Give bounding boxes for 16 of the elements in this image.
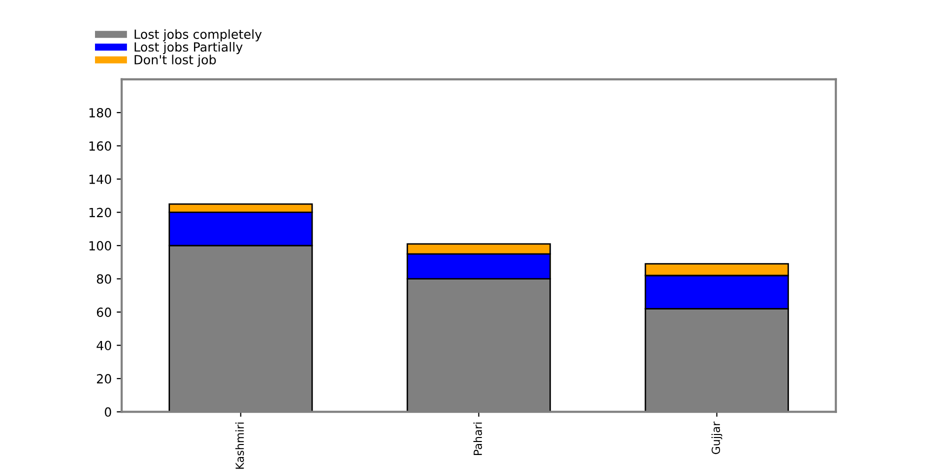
y-tick-label: 180 — [89, 108, 112, 118]
legend-label: Lost jobs Partially — [134, 42, 243, 54]
y-tick-label: 140 — [89, 174, 112, 184]
x-tick-label: Gujjar — [711, 422, 722, 454]
legend-label: Don't lost job — [134, 54, 216, 67]
y-tick-label: 40 — [96, 340, 112, 350]
y-tick-label: 80 — [96, 274, 112, 284]
y-tick-label: 100 — [89, 241, 112, 250]
x-tick-label: Pahari — [473, 422, 482, 455]
y-tick-label: 60 — [96, 308, 112, 317]
y-tick-label: 0 — [104, 407, 112, 417]
y-tick-label: 120 — [89, 208, 112, 218]
x-tick-label: Kashmiri — [235, 422, 244, 469]
y-tick-label: 160 — [89, 141, 112, 151]
legend-label: Lost jobs completely — [134, 29, 262, 42]
y-tick-label: 20 — [96, 374, 112, 384]
